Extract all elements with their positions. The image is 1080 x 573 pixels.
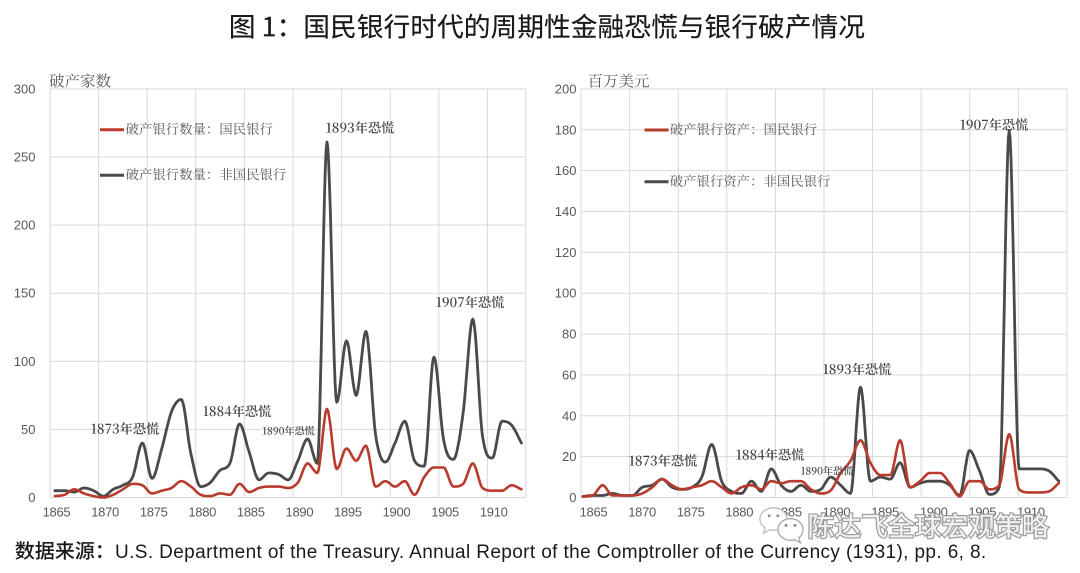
svg-text:1875: 1875 <box>140 505 168 520</box>
svg-text:1865: 1865 <box>43 505 71 520</box>
svg-text:100: 100 <box>555 286 577 301</box>
svg-text:250: 250 <box>14 150 36 165</box>
svg-text:50: 50 <box>21 422 35 437</box>
svg-text:1900: 1900 <box>920 505 948 520</box>
svg-text:1870: 1870 <box>91 505 119 520</box>
svg-text:20: 20 <box>562 449 576 464</box>
svg-text:1880: 1880 <box>725 505 753 520</box>
svg-text:1875: 1875 <box>677 505 705 520</box>
svg-text:1890: 1890 <box>286 505 314 520</box>
svg-text:1885: 1885 <box>237 505 265 520</box>
svg-text:1910: 1910 <box>480 505 508 520</box>
svg-text:180: 180 <box>555 122 577 137</box>
svg-text:80: 80 <box>562 327 576 342</box>
svg-text:160: 160 <box>555 163 577 178</box>
svg-text:U.S. Department of the Treasur: U.S. Department of the Treasury. Annual … <box>115 542 987 563</box>
svg-text:1865: 1865 <box>580 505 608 520</box>
svg-text:0: 0 <box>569 490 576 505</box>
svg-text:0: 0 <box>28 490 35 505</box>
svg-text:60: 60 <box>562 367 576 382</box>
svg-text:120: 120 <box>555 245 577 260</box>
svg-text:300: 300 <box>14 81 36 96</box>
svg-text:1880: 1880 <box>188 505 216 520</box>
svg-text:150: 150 <box>14 286 36 301</box>
svg-text:1895: 1895 <box>334 505 362 520</box>
svg-text:1905: 1905 <box>431 505 459 520</box>
svg-text:40: 40 <box>562 408 576 423</box>
svg-text:1900: 1900 <box>383 505 411 520</box>
svg-text:140: 140 <box>555 204 577 219</box>
svg-text:1870: 1870 <box>628 505 656 520</box>
svg-text:100: 100 <box>14 354 36 369</box>
svg-text:200: 200 <box>14 218 36 233</box>
svg-text:200: 200 <box>555 81 577 96</box>
